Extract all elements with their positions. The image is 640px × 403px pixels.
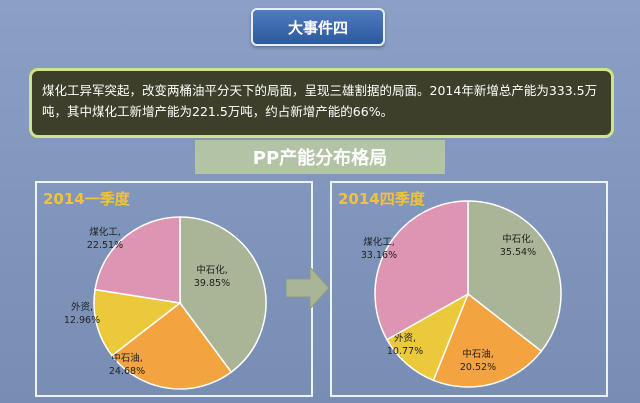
chart-section-title: PP产能分布格局 xyxy=(195,140,445,174)
slice-value-coal-chem: 22.51% xyxy=(87,240,123,251)
pie-slice-sinopec xyxy=(467,200,562,353)
slice-value-sinopec: 39.85% xyxy=(194,278,230,289)
slice-value-sinopec: 35.54% xyxy=(500,247,536,258)
slice-value-petrochina: 24.68% xyxy=(109,366,145,377)
slice-value-coal-chem: 33.16% xyxy=(361,250,397,261)
pie-slice-foreign xyxy=(93,288,182,357)
pie-slice-petrochina xyxy=(432,292,543,388)
pie-slice-coal-chem xyxy=(374,200,469,341)
pie-slice-sinopec xyxy=(179,216,267,374)
right-arrow-icon xyxy=(286,265,330,311)
pie-title-q1: 2014一季度 xyxy=(43,190,130,208)
pie-chart-q1: 中石化, 39.85% 中石油, 24.68% 外资, 12.96% 煤化工, 22.51% xyxy=(64,216,267,390)
pie-title-q4: 2014四季度 xyxy=(338,190,425,208)
slice-label-sinopec: 中石化, xyxy=(502,233,534,245)
pie-slice-petrochina xyxy=(110,301,233,390)
pie-slice-coal-chem xyxy=(94,216,181,304)
event-title: 大事件四 xyxy=(251,8,385,46)
slice-value-foreign: 12.96% xyxy=(64,315,100,326)
slice-label-coal-chem: 煤化工, xyxy=(89,226,121,238)
slice-label-coal-chem: 煤化工, xyxy=(363,236,395,248)
slice-value-petrochina: 20.52% xyxy=(460,362,496,373)
slice-label-petrochina: 中石油, xyxy=(462,348,494,360)
slice-label-sinopec: 中石化, xyxy=(196,264,228,276)
slice-label-foreign: 外资, xyxy=(71,301,93,313)
slice-label-petrochina: 中石油, xyxy=(111,352,143,364)
pie-chart-q4: 中石化, 35.54% 中石油, 20.52% 外资, 10.77% 煤化工, 33.16% xyxy=(361,200,562,388)
slice-value-foreign: 10.77% xyxy=(387,346,423,357)
pie-panel-q4: 2014四季度 中石化, 35.54% 中石油, 20.52% 外资, 10.77% 煤化工… xyxy=(330,181,608,397)
summary-text: 煤化工异军突起，改变两桶油平分天下的局面，呈现三雄割据的局面。2014年新增总产… xyxy=(29,68,614,138)
pie-panel-q1: 2014一季度 中石化, 39.85% 中石油, 24.68% 外资, 12.96% 煤化工… xyxy=(35,181,313,397)
slice-label-foreign: 外资, xyxy=(394,332,416,344)
